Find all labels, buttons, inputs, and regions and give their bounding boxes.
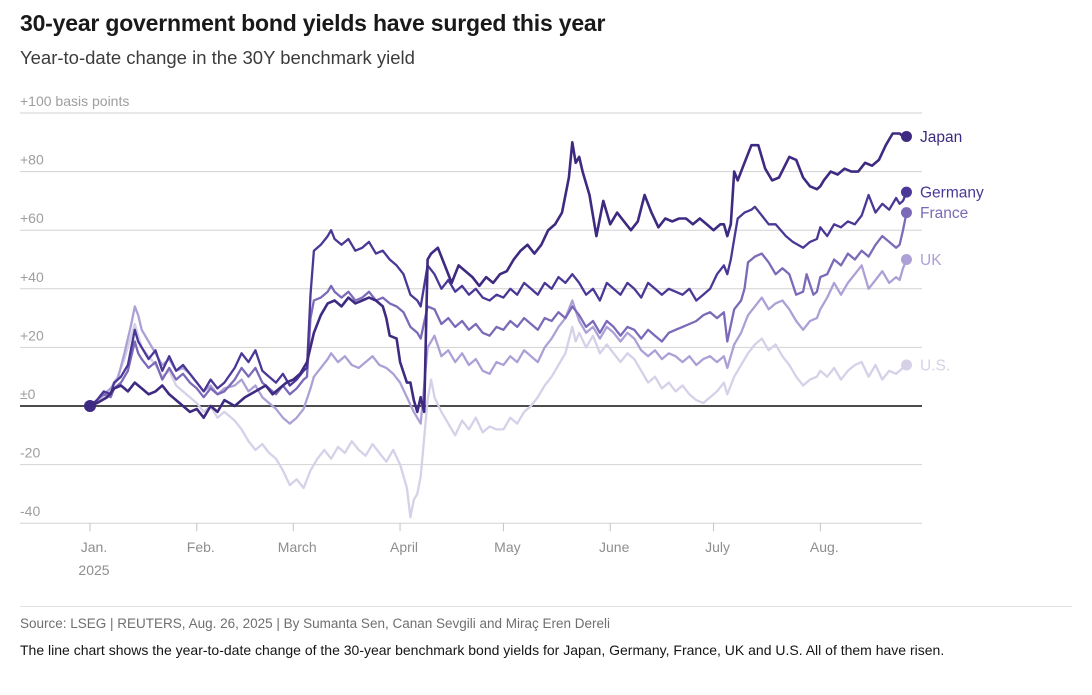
x-axis-year-label: 2025 [78, 562, 109, 578]
footer: Source: LSEG | REUTERS, Aug. 26, 2025 | … [20, 605, 1072, 662]
chart-card: 30-year government bond yields have surg… [20, 10, 1072, 662]
series-end-dot-uk [900, 253, 912, 265]
series-end-dot-germany [900, 186, 912, 198]
x-axis-label: Feb. [187, 539, 215, 555]
legend-label-france: France [920, 205, 968, 222]
bond-yield-line-chart: +100 basis points +80 +60 +40 +20 ±0 -20 -40 Jan… [20, 93, 984, 578]
y-axis-label: +100 basis points [20, 93, 129, 109]
legend-label-japan: Japan [920, 129, 962, 146]
y-axis-label: -20 [20, 444, 40, 460]
chart-area: +100 basis points +80 +60 +40 +20 ±0 -20 -40 Jan… [20, 83, 1072, 600]
x-axis-label: May [494, 539, 520, 555]
legend-label-uk: UK [920, 252, 942, 269]
x-axis-label: Jan. [81, 539, 107, 555]
y-axis-label: +40 [20, 269, 44, 285]
series-line-us [88, 322, 908, 519]
y-axis-label: -40 [20, 503, 40, 519]
footer-divider [20, 605, 1072, 607]
x-axis-label: Aug. [810, 539, 839, 555]
x-axis-label: March [278, 539, 317, 555]
page-subtitle: Year-to-date change in the 30Y benchmark… [20, 46, 415, 68]
x-axis-label: July [705, 539, 730, 555]
chart-description: The line chart shows the year-to-date ch… [20, 641, 945, 658]
legend-label-germany: Germany [920, 184, 984, 201]
y-axis-label: +60 [20, 210, 44, 226]
y-axis-label: +80 [20, 151, 44, 167]
series-end-dot-japan [900, 130, 912, 142]
x-axis-label: June [599, 539, 630, 555]
y-axis-label: +20 [20, 327, 44, 343]
y-axis-label: ±0 [20, 386, 36, 402]
series-end-dot-us [900, 359, 912, 371]
legend-label-us: U.S. [920, 357, 950, 374]
series-end-dot-france [900, 206, 912, 218]
x-axis-label: April [390, 539, 418, 555]
series-start-dot [84, 399, 96, 412]
source-line: Source: LSEG | REUTERS, Aug. 26, 2025 | … [20, 615, 611, 631]
series-line-uk [88, 258, 908, 425]
series-line-japan [88, 131, 908, 419]
series-line-france [88, 211, 908, 407]
page-title: 30-year government bond yields have surg… [20, 10, 606, 36]
series-line-germany [88, 190, 908, 407]
